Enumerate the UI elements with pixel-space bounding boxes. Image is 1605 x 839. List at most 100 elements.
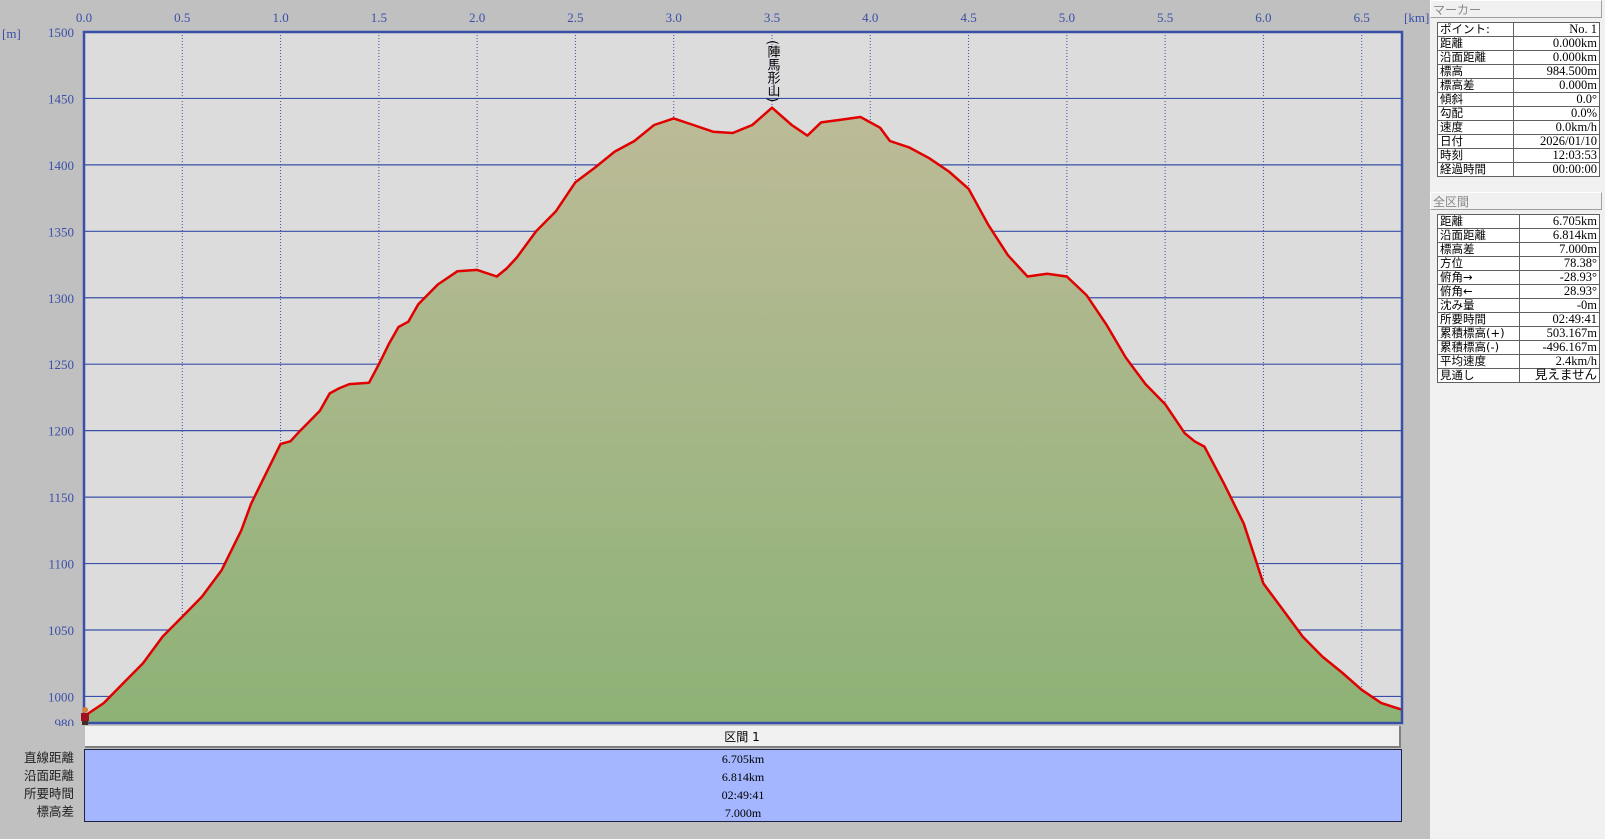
info-value: 見えません — [1519, 368, 1600, 383]
x-tick-label: 2.0 — [469, 10, 485, 25]
elevation-chart[interactable]: 0.0 0.5 1.0 1.5 2.0 2.5 3.0 3.5 4.0 4.5 5.0 5.5 6.0 6… — [0, 0, 1430, 726]
x-tick-label: 1.5 — [371, 10, 387, 25]
info-row: 沈み量 -0m — [1436, 298, 1600, 313]
section-value: 7.000m — [724, 806, 762, 820]
x-tick-label: 5.5 — [1157, 10, 1173, 25]
x-tick-label: 6.5 — [1354, 10, 1370, 25]
y-tick-label: 980 — [55, 716, 75, 726]
x-tick-label: 5.0 — [1059, 10, 1075, 25]
total-header[interactable]: 全区間 — [1430, 192, 1602, 210]
x-tick-label: 0.0 — [76, 10, 92, 25]
info-value: 0.0km/h — [1513, 120, 1600, 135]
info-label: 沿面距離 — [1436, 50, 1515, 65]
y-tick-label: 1150 — [48, 490, 74, 505]
info-row: 所要時間 02:49:41 — [1436, 312, 1600, 327]
y-tick-label: 1350 — [48, 224, 74, 239]
info-value: 02:49:41 — [1519, 312, 1600, 327]
info-label: 標高差 — [1436, 78, 1515, 93]
info-row: 勾配 0.0% — [1436, 106, 1600, 121]
info-row: 標高差 0.000m — [1436, 78, 1600, 93]
info-value: 7.000m — [1519, 242, 1600, 257]
info-value: 984.500m — [1513, 64, 1600, 79]
plot-border — [82, 30, 1404, 725]
info-row: 沿面距離 0.000km — [1436, 50, 1600, 65]
info-label: ポイント: — [1436, 22, 1515, 37]
info-value: 2.4km/h — [1519, 354, 1600, 369]
info-row: 時刻 12:03:53 — [1436, 148, 1600, 163]
info-value: 12:03:53 — [1513, 148, 1600, 163]
y-tick-label: 1250 — [48, 357, 74, 372]
info-row: 俯角← 28.93° — [1436, 284, 1600, 299]
y-tick-label: 1000 — [48, 689, 74, 704]
info-label: 累積標高(-) — [1436, 340, 1521, 355]
info-label: 日付 — [1436, 134, 1515, 149]
info-value: 00:00:00 — [1513, 162, 1600, 177]
info-label: 経過時間 — [1436, 162, 1515, 177]
info-label: 速度 — [1436, 120, 1515, 135]
marker-table: ポイント: No. 1 距離 0.000km 沿面距離 0.000km 標高 984.500m… — [1436, 22, 1600, 177]
info-value: 0.000km — [1513, 50, 1600, 65]
info-value: 6.814km — [1519, 228, 1600, 243]
info-label: 時刻 — [1436, 148, 1515, 163]
info-label: 沈み量 — [1436, 298, 1521, 313]
info-row: ポイント: No. 1 — [1436, 22, 1600, 37]
y-tick-label: 1450 — [48, 91, 74, 106]
x-tick-label: 4.5 — [960, 10, 976, 25]
section-values[interactable]: 6.705km 6.814km 02:49:41 7.000m — [84, 749, 1402, 822]
section-header[interactable]: 区間 1 — [85, 726, 1401, 748]
info-value: 2026/01/10 — [1513, 134, 1600, 149]
x-tick-label: 1.0 — [272, 10, 288, 25]
info-value: -496.167m — [1519, 340, 1600, 355]
terrain-area — [84, 107, 1402, 723]
info-label: 累積標高(+) — [1436, 326, 1521, 341]
info-row: 見通し 見えません — [1436, 368, 1600, 383]
x-tick-label: 3.0 — [666, 10, 682, 25]
hiker-marker-icon[interactable] — [81, 707, 89, 725]
info-label: 俯角→ — [1436, 270, 1521, 285]
info-label: 所要時間 — [1436, 312, 1521, 327]
info-panel: マーカー ポイント: No. 1 距離 0.000km 沿面距離 0.000km 標高 984… — [1430, 0, 1605, 839]
x-tick-label: 6.0 — [1255, 10, 1271, 25]
info-row: 累積標高(-) -496.167m — [1436, 340, 1600, 355]
info-value: 0.0% — [1513, 106, 1600, 121]
section-label: 標高差 — [36, 804, 74, 819]
info-row: 日付 2026/01/10 — [1436, 134, 1600, 149]
info-label: 標高 — [1436, 64, 1515, 79]
y-tick-label: 1200 — [48, 424, 74, 439]
info-label: 距離 — [1436, 214, 1521, 229]
info-row: 距離 0.000km — [1436, 36, 1600, 51]
y-tick-label: 1500 — [48, 25, 74, 40]
info-value: 503.167m — [1519, 326, 1600, 341]
info-label: 俯角← — [1436, 284, 1521, 299]
info-value: No. 1 — [1513, 22, 1600, 37]
info-value: 0.000m — [1513, 78, 1600, 93]
info-value: 6.705km — [1519, 214, 1600, 229]
section-value: 6.814km — [721, 770, 765, 784]
info-value: 28.93° — [1519, 284, 1600, 299]
marker-header[interactable]: マーカー — [1430, 0, 1602, 18]
section-label: 所要時間 — [23, 786, 74, 801]
info-label: 標高差 — [1436, 242, 1521, 257]
info-label: 見通し — [1436, 368, 1521, 383]
info-row: 速度 0.0km/h — [1436, 120, 1600, 135]
info-value: -0m — [1519, 298, 1600, 313]
section-labels: 直線距離 沿面距離 所要時間 標高差 — [0, 749, 74, 821]
info-row: 沿面距離 6.814km — [1436, 228, 1600, 243]
info-value: 0.0° — [1513, 92, 1600, 107]
info-row: 標高 984.500m — [1436, 64, 1600, 79]
x-unit: [km] — [1404, 10, 1429, 25]
peak-label: (陣馬形山) — [764, 40, 780, 102]
info-row: 方位 78.38° — [1436, 256, 1600, 271]
y-tick-label: 1300 — [48, 291, 74, 306]
y-unit: [m] — [2, 26, 21, 41]
section-label: 沿面距離 — [23, 768, 74, 783]
info-label: 沿面距離 — [1436, 228, 1521, 243]
info-label: 傾斜 — [1436, 92, 1515, 107]
info-label: 勾配 — [1436, 106, 1515, 121]
x-tick-label: 2.5 — [567, 10, 583, 25]
info-value: 78.38° — [1519, 256, 1600, 271]
info-row: 累積標高(+) 503.167m — [1436, 326, 1600, 341]
info-value: -28.93° — [1519, 270, 1600, 285]
info-row: 平均速度 2.4km/h — [1436, 354, 1600, 369]
info-row: 距離 6.705km — [1436, 214, 1600, 229]
